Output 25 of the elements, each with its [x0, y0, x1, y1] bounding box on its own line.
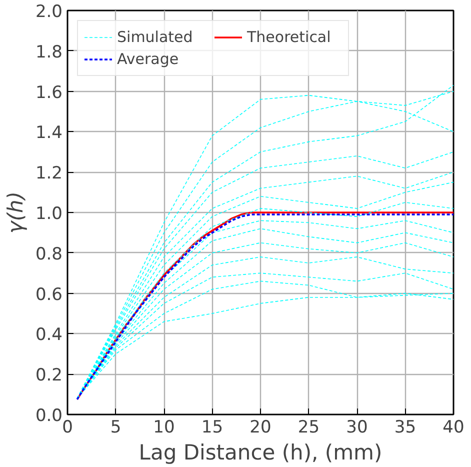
y-axis-title: γ(h) [3, 191, 28, 234]
y-tick-label: 1.8 [35, 42, 63, 62]
x-tick-label: 40 [442, 418, 464, 438]
x-axis-title: Lag Distance (h), (mm) [138, 440, 382, 464]
y-tick-label: 1.2 [35, 164, 63, 184]
legend-label: Average [117, 50, 180, 68]
x-tick-label: 5 [110, 418, 122, 438]
x-tick-label: 15 [201, 418, 224, 438]
x-tick-label: 35 [394, 418, 416, 438]
y-tick-label: 0.2 [35, 366, 63, 386]
y-tick-label: 1.6 [35, 82, 63, 103]
y-tick-label: 0.0 [35, 406, 63, 426]
y-tick-label: 1.4 [35, 123, 63, 144]
y-tick-label: 0.6 [35, 284, 63, 305]
legend-label: Simulated [117, 28, 194, 46]
x-tick-label: 30 [346, 418, 368, 438]
y-tick-label: 0.4 [35, 325, 63, 346]
y-tick-label: 1.0 [35, 204, 63, 224]
y-tick-label: 0.8 [35, 244, 63, 264]
x-tick-label: 0 [62, 418, 73, 438]
legend-label: Theoretical [247, 28, 332, 46]
x-tick-label: 25 [298, 418, 320, 438]
x-tick-label: 10 [153, 418, 175, 438]
y-tick-label: 2.0 [35, 2, 63, 22]
x-tick-label: 20 [250, 418, 272, 438]
